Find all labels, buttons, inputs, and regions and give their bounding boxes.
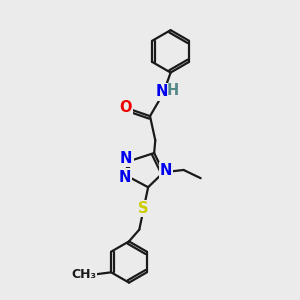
- Text: N: N: [120, 151, 132, 166]
- Text: CH₃: CH₃: [71, 268, 96, 281]
- Text: N: N: [160, 163, 172, 178]
- Text: N: N: [156, 85, 168, 100]
- Text: N: N: [118, 169, 131, 184]
- Text: O: O: [119, 100, 132, 115]
- Text: S: S: [139, 201, 149, 216]
- Text: H: H: [167, 83, 179, 98]
